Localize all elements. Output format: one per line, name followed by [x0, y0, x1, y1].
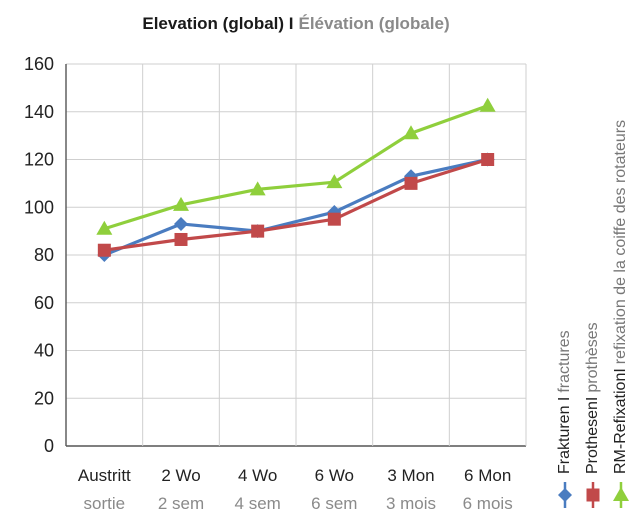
y-axis-ticks: 0 20 40 60 80 100 120 140 160: [24, 54, 54, 456]
data-point: [174, 232, 188, 246]
data-point: [96, 220, 113, 235]
series-group: [96, 97, 496, 262]
x-tick-label-fr: 4 sem: [235, 494, 281, 513]
x-tick-label-fr: sortie: [84, 494, 126, 513]
chart-title-fr: Élévation (globale): [298, 14, 449, 33]
y-tick-label: 60: [34, 293, 54, 313]
legend-item-3: RM-RefixationI refixation de la coiffe de…: [612, 120, 629, 508]
legend-label-fr: refixation de la coiffe des rotateurs: [612, 120, 629, 364]
data-point: [404, 176, 418, 190]
y-tick-label: 20: [34, 388, 54, 408]
x-tick-label-fr: 6 sem: [311, 494, 357, 513]
legend-label-fr: fractures: [556, 330, 573, 392]
chart-title: Elevation (global) I Élévation (globale): [142, 14, 449, 33]
data-point: [249, 181, 266, 196]
data-point: [403, 125, 419, 140]
data-point: [97, 243, 111, 257]
data-point: [173, 196, 189, 211]
y-tick-label: 160: [24, 54, 54, 74]
x-tick-label-fr: 6 mois: [463, 494, 513, 513]
legend-label: RM-RefixationI refixation de la coiffe de…: [612, 120, 629, 474]
grid: [65, 63, 527, 447]
data-point: [251, 224, 265, 238]
data-point: [481, 153, 495, 166]
legend-label-de: RM-RefixationI: [612, 368, 629, 474]
x-tick-label: 6 Mon: [464, 466, 511, 485]
y-tick-label: 100: [24, 197, 54, 217]
series-2: [97, 153, 495, 257]
series-line: [104, 157, 489, 252]
series-3: [96, 97, 496, 235]
legend-marker: [613, 487, 629, 501]
x-tick-label: 2 Wo: [161, 466, 200, 485]
y-tick-label: 140: [24, 102, 54, 122]
series-line: [103, 104, 489, 231]
legend-marker: [558, 488, 572, 502]
x-axis-ticks: Austritt sortie 2 Wo 2 sem 4 Wo 4 sem 6 Wo 6 se…: [78, 466, 513, 513]
y-tick-label: 120: [24, 150, 54, 170]
x-tick-label: 6 Wo: [315, 466, 354, 485]
x-tick-label-fr: 3 mois: [386, 494, 436, 513]
y-tick-label: 40: [34, 341, 54, 361]
data-point: [326, 174, 343, 189]
data-point: [327, 212, 341, 226]
legend-label-de: ProthesenI: [584, 397, 601, 474]
legend-label-fr: prothèses: [584, 322, 601, 392]
y-tick-label: 80: [34, 245, 54, 265]
x-tick-label: Austritt: [78, 466, 131, 485]
legend-label: ProthesenI prothèses: [584, 322, 601, 474]
legend-label-de: Frakturen I: [556, 397, 573, 474]
legend: Frakturen I fractures ProthesenI prothèses R…: [556, 120, 629, 508]
data-point: [174, 216, 188, 231]
legend-item-1: Frakturen I fractures: [556, 330, 573, 508]
legend-label: Frakturen I fractures: [556, 330, 573, 474]
y-tick-label: 0: [44, 436, 54, 456]
x-tick-label-fr: 2 sem: [158, 494, 204, 513]
x-tick-label: 4 Wo: [238, 466, 277, 485]
legend-marker: [586, 488, 600, 502]
data-point: [479, 97, 496, 112]
x-tick-label: 3 Mon: [387, 466, 434, 485]
chart-title-de: Elevation (global) I: [142, 14, 293, 33]
legend-item-2: ProthesenI prothèses: [584, 322, 601, 508]
series-line: [103, 157, 489, 257]
